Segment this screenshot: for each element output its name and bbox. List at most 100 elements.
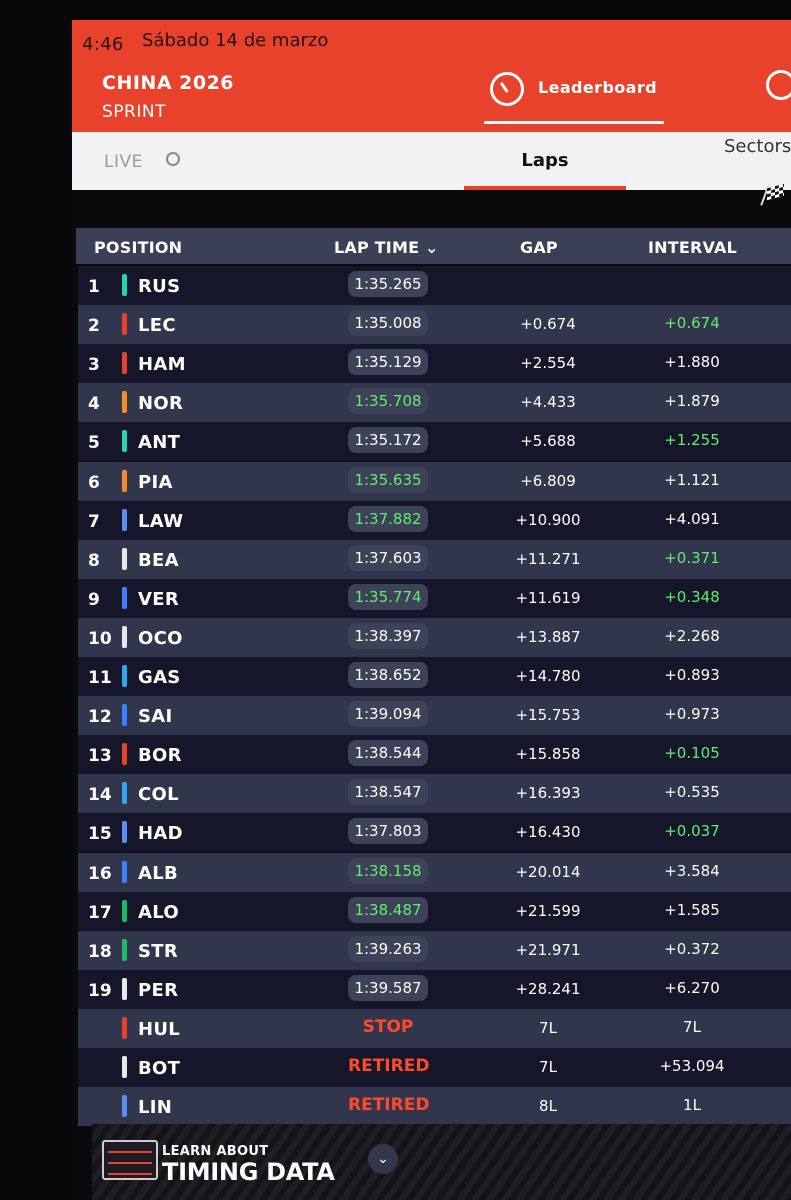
driver-status: STOP: [362, 1016, 414, 1037]
table-row[interactable]: 18 STR 1:39.263 +21.971 +0.372: [78, 930, 791, 970]
table-row[interactable]: 13 BOR 1:38.544 +15.858 +0.105: [78, 735, 791, 775]
table-row[interactable]: 4 NOR 1:35.708 +4.433 +1.879: [78, 383, 791, 423]
driver-code: HUL: [138, 1018, 181, 1040]
interval-value: +0.037: [664, 822, 720, 841]
live-label: LIVE: [104, 152, 143, 172]
team-color-bar: [122, 977, 127, 1000]
table-row[interactable]: 7 LAW 1:37.882 +10.900 +4.091: [78, 500, 791, 540]
monitor-bezel-top: [0, 0, 791, 20]
driver-code: NOR: [138, 393, 184, 415]
lap-time-badge: 1:37.603: [348, 544, 428, 571]
table-row[interactable]: 11 GAS 1:38.652 +14.780 +0.893: [78, 657, 791, 696]
table-row[interactable]: 16 ALB 1:38.158 +20.014 +3.584: [78, 852, 791, 892]
driver-code: OCO: [138, 627, 183, 649]
table-row[interactable]: 3 HAM 1:35.129 +2.554 +1.880: [78, 344, 791, 384]
gap-value: +16.430: [515, 823, 581, 842]
lap-time-badge: 1:38.158: [348, 857, 428, 884]
table-row[interactable]: 19 PER 1:39.587 +28.241 +6.270: [78, 969, 791, 1009]
gap-value: +11.619: [515, 588, 581, 607]
table-row[interactable]: 1 RUS 1:35.265: [78, 266, 791, 305]
team-color-bar: [122, 313, 127, 336]
lap-time-badge: 1:35.172: [348, 427, 428, 454]
table-row[interactable]: 14 COL 1:38.547 +16.393 +0.535: [78, 774, 791, 814]
table-row[interactable]: 12 SAI 1:39.094 +15.753 +0.973: [78, 696, 791, 736]
table-row[interactable]: 2 LEC 1:35.008 +0.674 +0.674: [78, 305, 791, 345]
chequered-flag-icon: [760, 183, 786, 206]
status-date: Sábado 14 de marzo: [142, 30, 329, 51]
gap-value: +0.674: [520, 315, 576, 334]
gap-value: +16.393: [515, 784, 581, 803]
team-color-bar: [122, 743, 127, 766]
driver-position: 11: [88, 668, 112, 688]
gap-value: 7L: [539, 1018, 557, 1037]
interval-value: 7L: [683, 1017, 701, 1036]
header-lap-time[interactable]: LAP TIME ⌄: [334, 238, 439, 257]
lap-time-badge: 1:39.263: [348, 935, 428, 962]
stopwatch-icon: [490, 72, 524, 106]
header-position: POSITION: [94, 238, 183, 257]
interval-value: +1.879: [664, 392, 720, 411]
lap-time-badge: 1:35.635: [348, 466, 428, 493]
gap-value: +14.780: [515, 667, 581, 685]
team-color-bar: [122, 860, 127, 883]
driver-position: 7: [88, 511, 100, 532]
interval-value: +0.348: [664, 587, 720, 606]
driver-position: 3: [88, 355, 100, 376]
interval-value: +1.255: [664, 431, 720, 450]
team-color-bar: [122, 586, 127, 609]
table-row[interactable]: 5 ANT 1:35.172 +5.688 +1.255: [78, 422, 791, 462]
driver-position: 17: [88, 902, 112, 923]
nav-leaderboard[interactable]: Leaderboard: [484, 66, 664, 124]
table-row[interactable]: HUL STOP 7L 7L: [78, 1008, 791, 1048]
tab-sectors[interactable]: Sectors: [724, 136, 791, 157]
event-title: CHINA 2026: [102, 72, 235, 94]
header-lap-time-label: LAP TIME: [334, 238, 420, 257]
team-color-bar: [122, 547, 127, 570]
table-row[interactable]: 10 OCO 1:38.397 +13.887 +2.268: [78, 617, 791, 657]
interval-value: +0.973: [664, 705, 720, 724]
lap-time-badge: 1:35.708: [348, 388, 428, 415]
driver-position: 19: [88, 980, 112, 1001]
table-row[interactable]: BOT RETIRED 7L +53.094: [78, 1048, 791, 1087]
driver-status: RETIRED: [348, 1095, 430, 1116]
table-row[interactable]: 17 ALO 1:38.487 +21.599 +1.585: [78, 891, 791, 931]
interval-value: +1.121: [664, 470, 720, 489]
expand-chevron-icon[interactable]: ⌄: [368, 1144, 398, 1174]
gap-value: +5.688: [520, 432, 576, 451]
gap-value: +6.809: [520, 471, 576, 490]
interval-value: +0.674: [664, 314, 720, 333]
driver-position: 9: [88, 589, 100, 610]
gap-value: +21.971: [515, 940, 581, 959]
lap-time-badge: 1:39.587: [348, 974, 428, 1001]
table-row[interactable]: 6 PIA 1:35.635 +6.809 +1.121: [78, 461, 791, 501]
header-interval: INTERVAL: [648, 238, 737, 257]
driver-code: VER: [138, 588, 179, 610]
table-row[interactable]: 9 VER 1:35.774 +11.619 +0.348: [78, 578, 791, 618]
interval-value: +0.372: [664, 939, 720, 958]
table-row[interactable]: 15 HAD 1:37.803 +16.430 +0.037: [78, 813, 791, 853]
subtabs-bar: LIVE Laps Sectors: [72, 132, 791, 190]
table-row[interactable]: 8 BEA 1:37.603 +11.271 +0.371: [78, 539, 791, 579]
timing-data-promo[interactable]: LEARN ABOUT TIMING DATA ⌄: [92, 1124, 791, 1200]
team-color-bar: [122, 469, 127, 492]
driver-position: 2: [88, 316, 100, 337]
table-row[interactable]: LIN RETIRED 8L 1L: [78, 1087, 791, 1127]
driver-code: LAW: [138, 510, 184, 532]
nav-next-icon[interactable]: [766, 70, 791, 100]
gap-value: +20.014: [515, 862, 581, 881]
lap-time-badge: 1:35.774: [348, 583, 428, 610]
tab-laps[interactable]: Laps: [464, 140, 626, 190]
driver-status: RETIRED: [348, 1056, 430, 1076]
interval-value: +0.105: [664, 744, 720, 763]
nav-active-indicator: [484, 121, 664, 124]
team-color-bar: [122, 704, 127, 727]
status-time: 4:46: [82, 34, 124, 55]
lap-time-badge: 1:35.008: [348, 310, 428, 337]
driver-code: HAM: [138, 354, 186, 376]
tab-active-underline: [464, 186, 626, 190]
gap-value: +2.554: [520, 354, 576, 373]
driver-code: ANT: [138, 432, 181, 454]
app-header: 4:46 Sábado 14 de marzo CHINA 2026 SPRIN…: [72, 20, 791, 132]
gap-value: 7L: [539, 1058, 557, 1076]
team-color-bar: [122, 899, 127, 922]
